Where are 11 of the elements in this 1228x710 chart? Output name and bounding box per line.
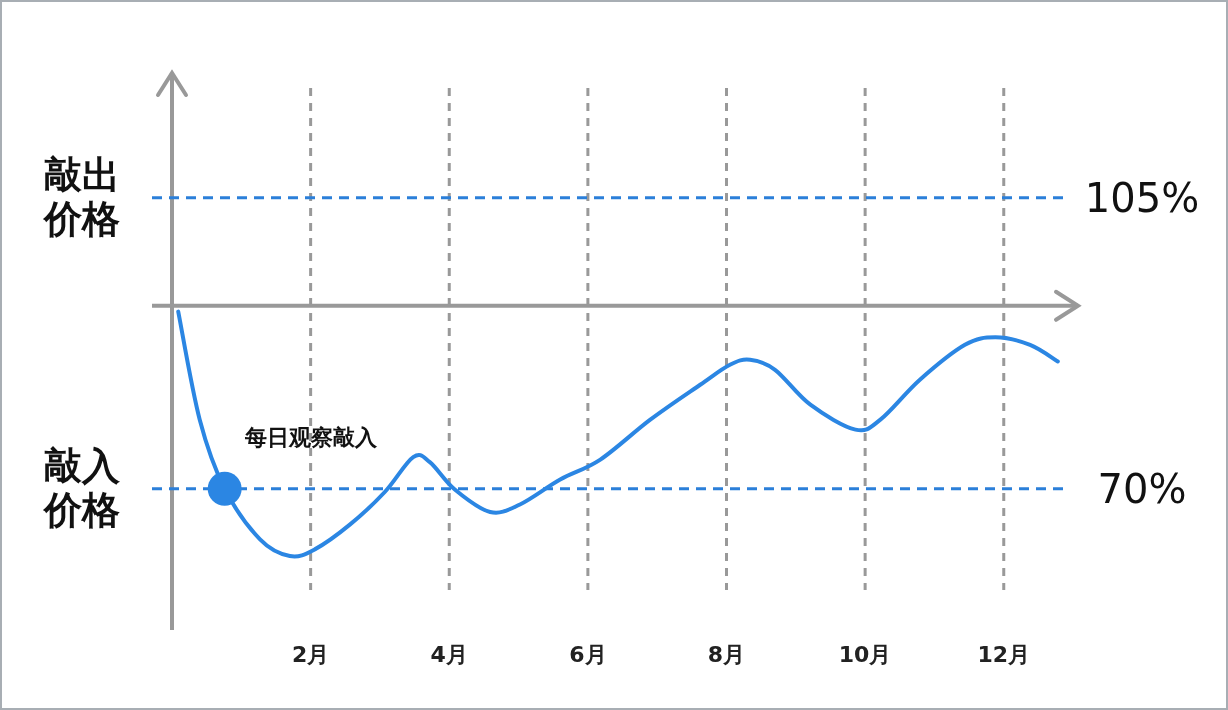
x-tick-label: 2月 xyxy=(291,642,330,667)
text: 敲出价格 xyxy=(42,152,120,241)
x-tick-label: 6月 xyxy=(569,642,607,667)
annotation: 每日观察敲入 xyxy=(243,424,378,450)
x-tick-label: 12月 xyxy=(977,642,1031,667)
x-tick-label: 10月 xyxy=(838,642,892,667)
text: 敲入价格 xyxy=(42,443,121,532)
ref-line-label: 70% xyxy=(1097,465,1187,512)
x-tick-label: 8月 xyxy=(707,642,746,667)
x-tick-label: 4月 xyxy=(430,642,468,667)
ref-line-label: 105% xyxy=(1084,174,1200,221)
